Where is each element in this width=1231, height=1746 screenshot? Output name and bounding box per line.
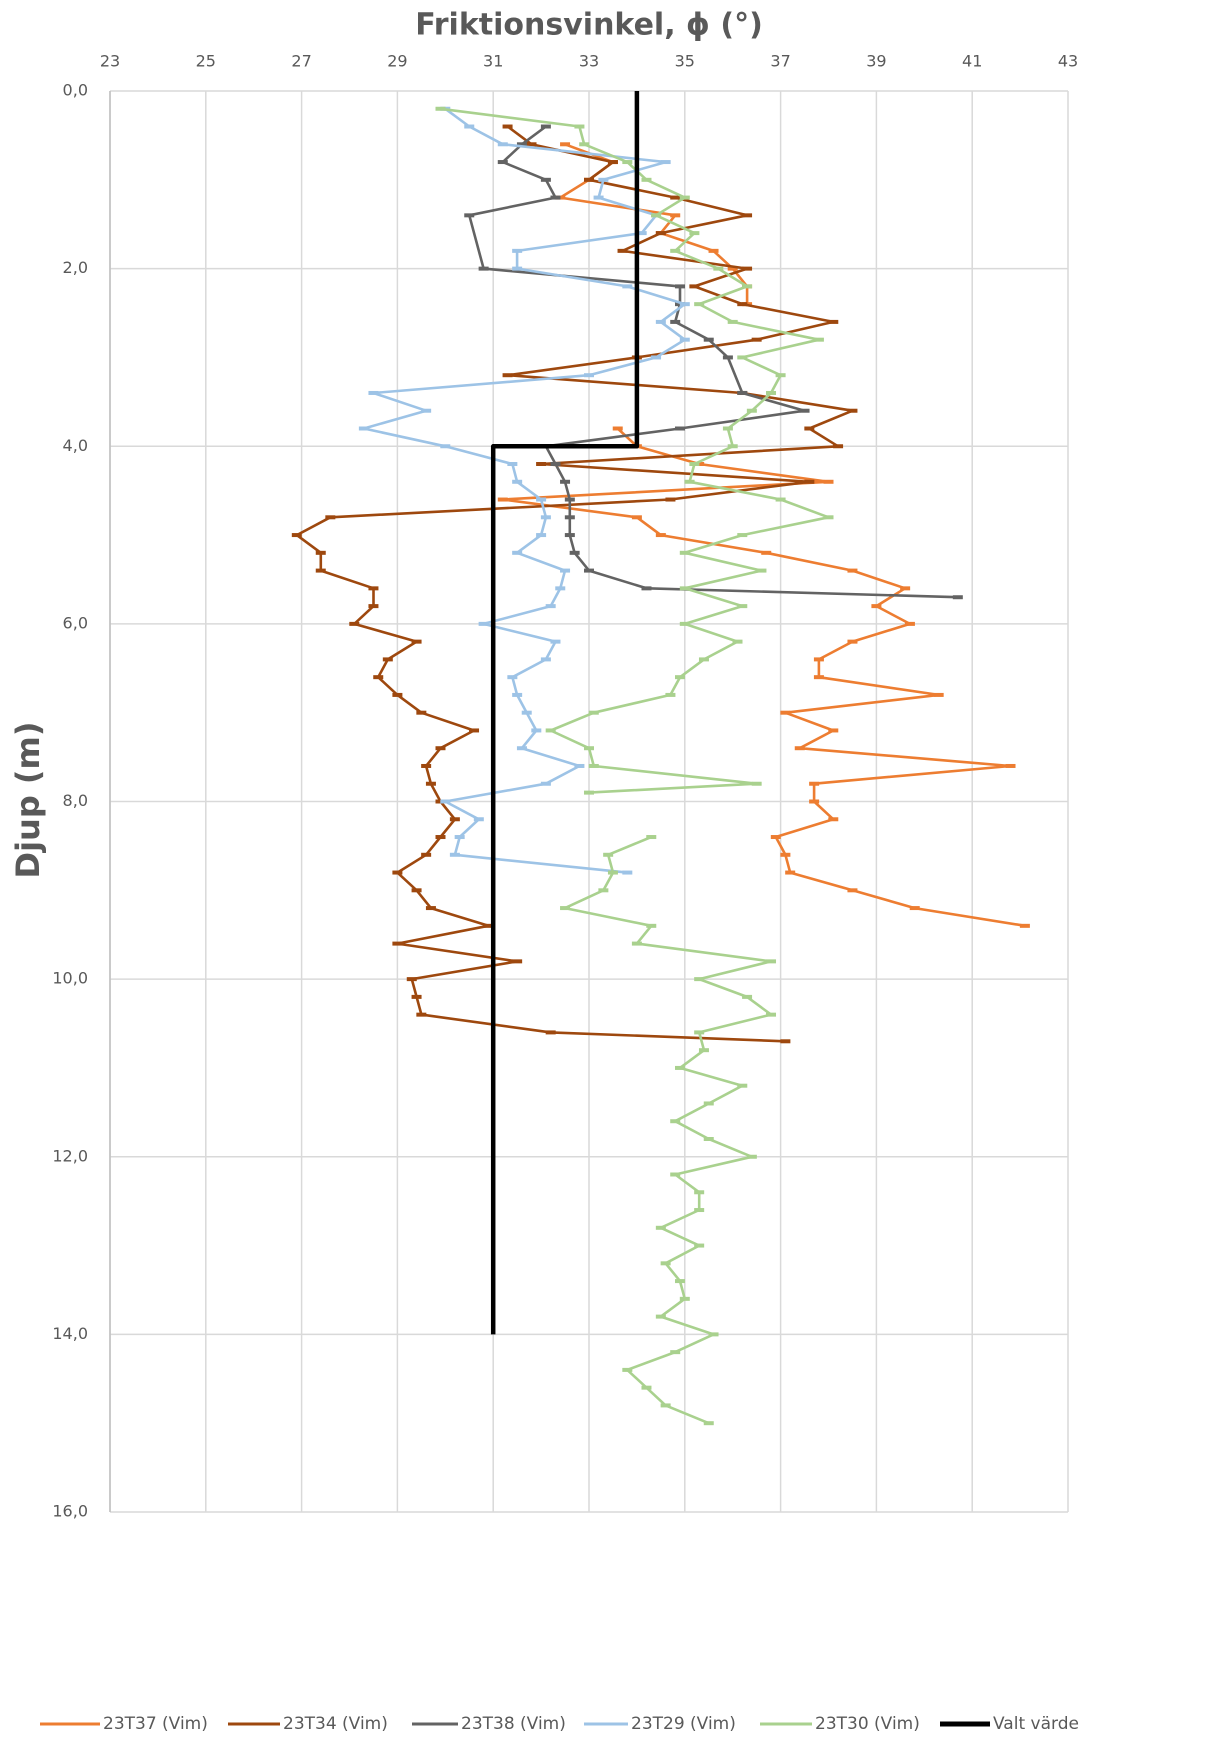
legend-label: 23T34 (Vim) <box>283 1714 388 1734</box>
series-line <box>501 143 1026 928</box>
x-tick-label: 31 <box>483 52 503 71</box>
y-tick-label: 0,0 <box>63 81 88 100</box>
legend-label: 23T37 (Vim) <box>103 1714 208 1734</box>
legend-label: Valt värde <box>993 1714 1079 1734</box>
series-line <box>440 107 830 1425</box>
y-axis-label: Djup (m) <box>9 722 47 879</box>
y-tick-label: 2,0 <box>63 258 88 277</box>
x-tick-label: 35 <box>675 52 695 71</box>
y-tick-label: 14,0 <box>52 1324 88 1343</box>
y-tick-label: 12,0 <box>52 1146 88 1165</box>
x-tick-label: 23 <box>100 52 120 71</box>
y-tick-label: 6,0 <box>63 613 88 632</box>
x-tick-label: 43 <box>1058 52 1078 71</box>
series-line <box>490 91 640 1335</box>
x-tick-label: 39 <box>866 52 886 71</box>
legend-label: 23T38 (Vim) <box>461 1714 566 1734</box>
x-tick-label: 27 <box>291 52 311 71</box>
x-tick-label: 37 <box>770 52 790 71</box>
y-tick-label: 4,0 <box>63 436 88 455</box>
x-tick-label: 33 <box>579 52 599 71</box>
y-tick-label: 16,0 <box>52 1502 88 1521</box>
x-tick-label: 29 <box>387 52 407 71</box>
y-tick-label: 8,0 <box>63 791 88 810</box>
y-tick-label: 10,0 <box>52 969 88 988</box>
series-line <box>362 107 687 874</box>
legend-label: 23T30 (Vim) <box>815 1714 920 1734</box>
chart-title: Friktionsvinkel, ϕ (°) <box>415 8 763 43</box>
x-tick-label: 41 <box>962 52 982 71</box>
legend-label: 23T29 (Vim) <box>631 1714 736 1734</box>
x-tick-label: 25 <box>196 52 216 71</box>
